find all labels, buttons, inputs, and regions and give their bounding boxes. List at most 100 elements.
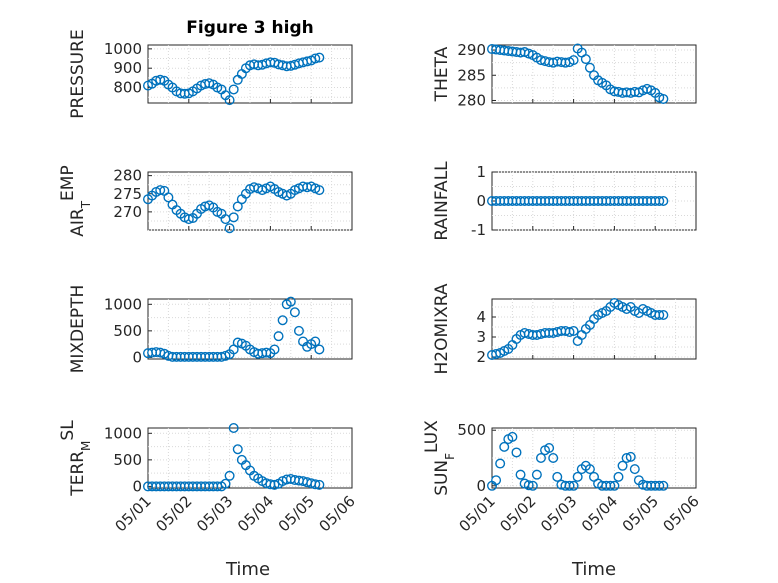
y-tick-label: 285: [457, 66, 486, 84]
data-point: [511, 447, 522, 458]
y-axis-label: THETA: [432, 46, 452, 102]
data-point: [310, 479, 321, 490]
y-axis-label: RAINFALL: [432, 161, 452, 241]
data-point: [277, 315, 288, 326]
y-tick-label: 0: [132, 348, 142, 366]
data-point: [584, 464, 595, 475]
data-point: [658, 93, 669, 104]
data-point: [495, 458, 506, 469]
y-tick-label: 280: [113, 167, 142, 185]
data-point: [310, 53, 321, 64]
data-point: [531, 469, 542, 480]
data-point: [183, 214, 194, 225]
x-tick-label: 05/04: [234, 492, 277, 535]
x-tick-label: 05/03: [537, 492, 580, 535]
y-axis-label: SUNFLUX: [422, 420, 457, 496]
x-tick-label: 05/05: [619, 492, 662, 535]
x-tick-label: 05/03: [193, 492, 236, 535]
y-tick-label: 1000: [104, 295, 142, 313]
y-tick-label: 270: [113, 203, 142, 221]
data-point: [314, 52, 325, 63]
data-point: [228, 212, 239, 223]
x-tick-label: 05/06: [316, 492, 359, 535]
data-point: [548, 453, 559, 464]
data-point: [314, 185, 325, 196]
data-point: [629, 464, 640, 475]
data-point: [163, 192, 174, 203]
data-point: [491, 475, 502, 486]
x-tick-label: 05/02: [152, 492, 195, 535]
x-tick-label: 05/02: [496, 492, 539, 535]
data-point: [605, 480, 616, 491]
data-point: [273, 331, 284, 342]
y-tick-label: 500: [113, 451, 142, 469]
data-point: [232, 201, 243, 212]
y-tick-label: 2: [476, 348, 486, 366]
data-point: [625, 451, 636, 462]
data-point: [613, 471, 624, 482]
data-point: [609, 480, 620, 491]
data-point: [269, 344, 280, 355]
data-point: [228, 423, 239, 434]
data-point: [544, 443, 555, 454]
axes-box: [491, 44, 697, 104]
data-point: [232, 444, 243, 455]
data-point: [314, 344, 325, 355]
data-point: [261, 347, 272, 358]
y-axis-label: MIXDEPTH: [68, 285, 88, 374]
y-tick-label: 800: [113, 79, 142, 97]
x-tick-label: 05/01: [456, 492, 499, 535]
y-tick-label: 3: [476, 328, 486, 346]
data-point: [285, 296, 296, 307]
data-point: [293, 325, 304, 336]
data-point: [155, 347, 166, 358]
y-axis-label: TERRMSL: [58, 420, 93, 497]
y-tick-label: 0: [132, 477, 142, 495]
data-point: [310, 336, 321, 347]
y-tick-label: 1000: [104, 424, 142, 442]
data-point: [552, 471, 563, 482]
data-point: [564, 327, 575, 338]
y-tick-label: 1: [476, 163, 486, 181]
data-point: [155, 74, 166, 85]
data-point: [580, 54, 591, 65]
y-tick-label: 900: [113, 59, 142, 77]
data-point: [523, 480, 534, 491]
data-point: [289, 307, 300, 318]
data-point: [658, 480, 669, 491]
subplot-8: 0 500SUNFLUX05/0105/0205/0305/0405/0505/0…: [422, 420, 703, 580]
x-tick-label: 05/04: [578, 492, 621, 535]
subplot-5: 0 500 1000 MIXDEPTH: [68, 285, 353, 374]
y-tick-label: 500: [457, 421, 486, 439]
y-tick-label: 275: [113, 185, 142, 203]
data-point: [155, 185, 166, 196]
y-tick-label: 1000: [104, 40, 142, 58]
y-tick-label: 280: [457, 91, 486, 109]
data-point: [224, 95, 235, 106]
y-axis-label: PRESSURE: [68, 29, 88, 118]
data-point: [269, 479, 280, 490]
data-point: [535, 453, 546, 464]
data-point: [658, 195, 669, 206]
data-point: [568, 55, 579, 66]
y-tick-label: -1: [471, 221, 486, 239]
data-point: [228, 84, 239, 95]
data-point: [584, 62, 595, 73]
data-point: [224, 470, 235, 481]
data-point: [617, 460, 628, 471]
data-point: [568, 326, 579, 337]
data-point: [658, 310, 669, 321]
data-point: [507, 431, 518, 442]
y-tick-label: 500: [113, 322, 142, 340]
x-tick-label: 05/05: [275, 492, 318, 535]
data-point: [621, 453, 632, 464]
chart-title: Figure 3 high: [186, 18, 314, 38]
y-axis-label: AIRTEMP: [58, 165, 93, 236]
data-point: [654, 195, 665, 206]
data-point: [220, 478, 231, 489]
data-point: [204, 78, 215, 89]
y-tick-label: 0: [476, 477, 486, 495]
